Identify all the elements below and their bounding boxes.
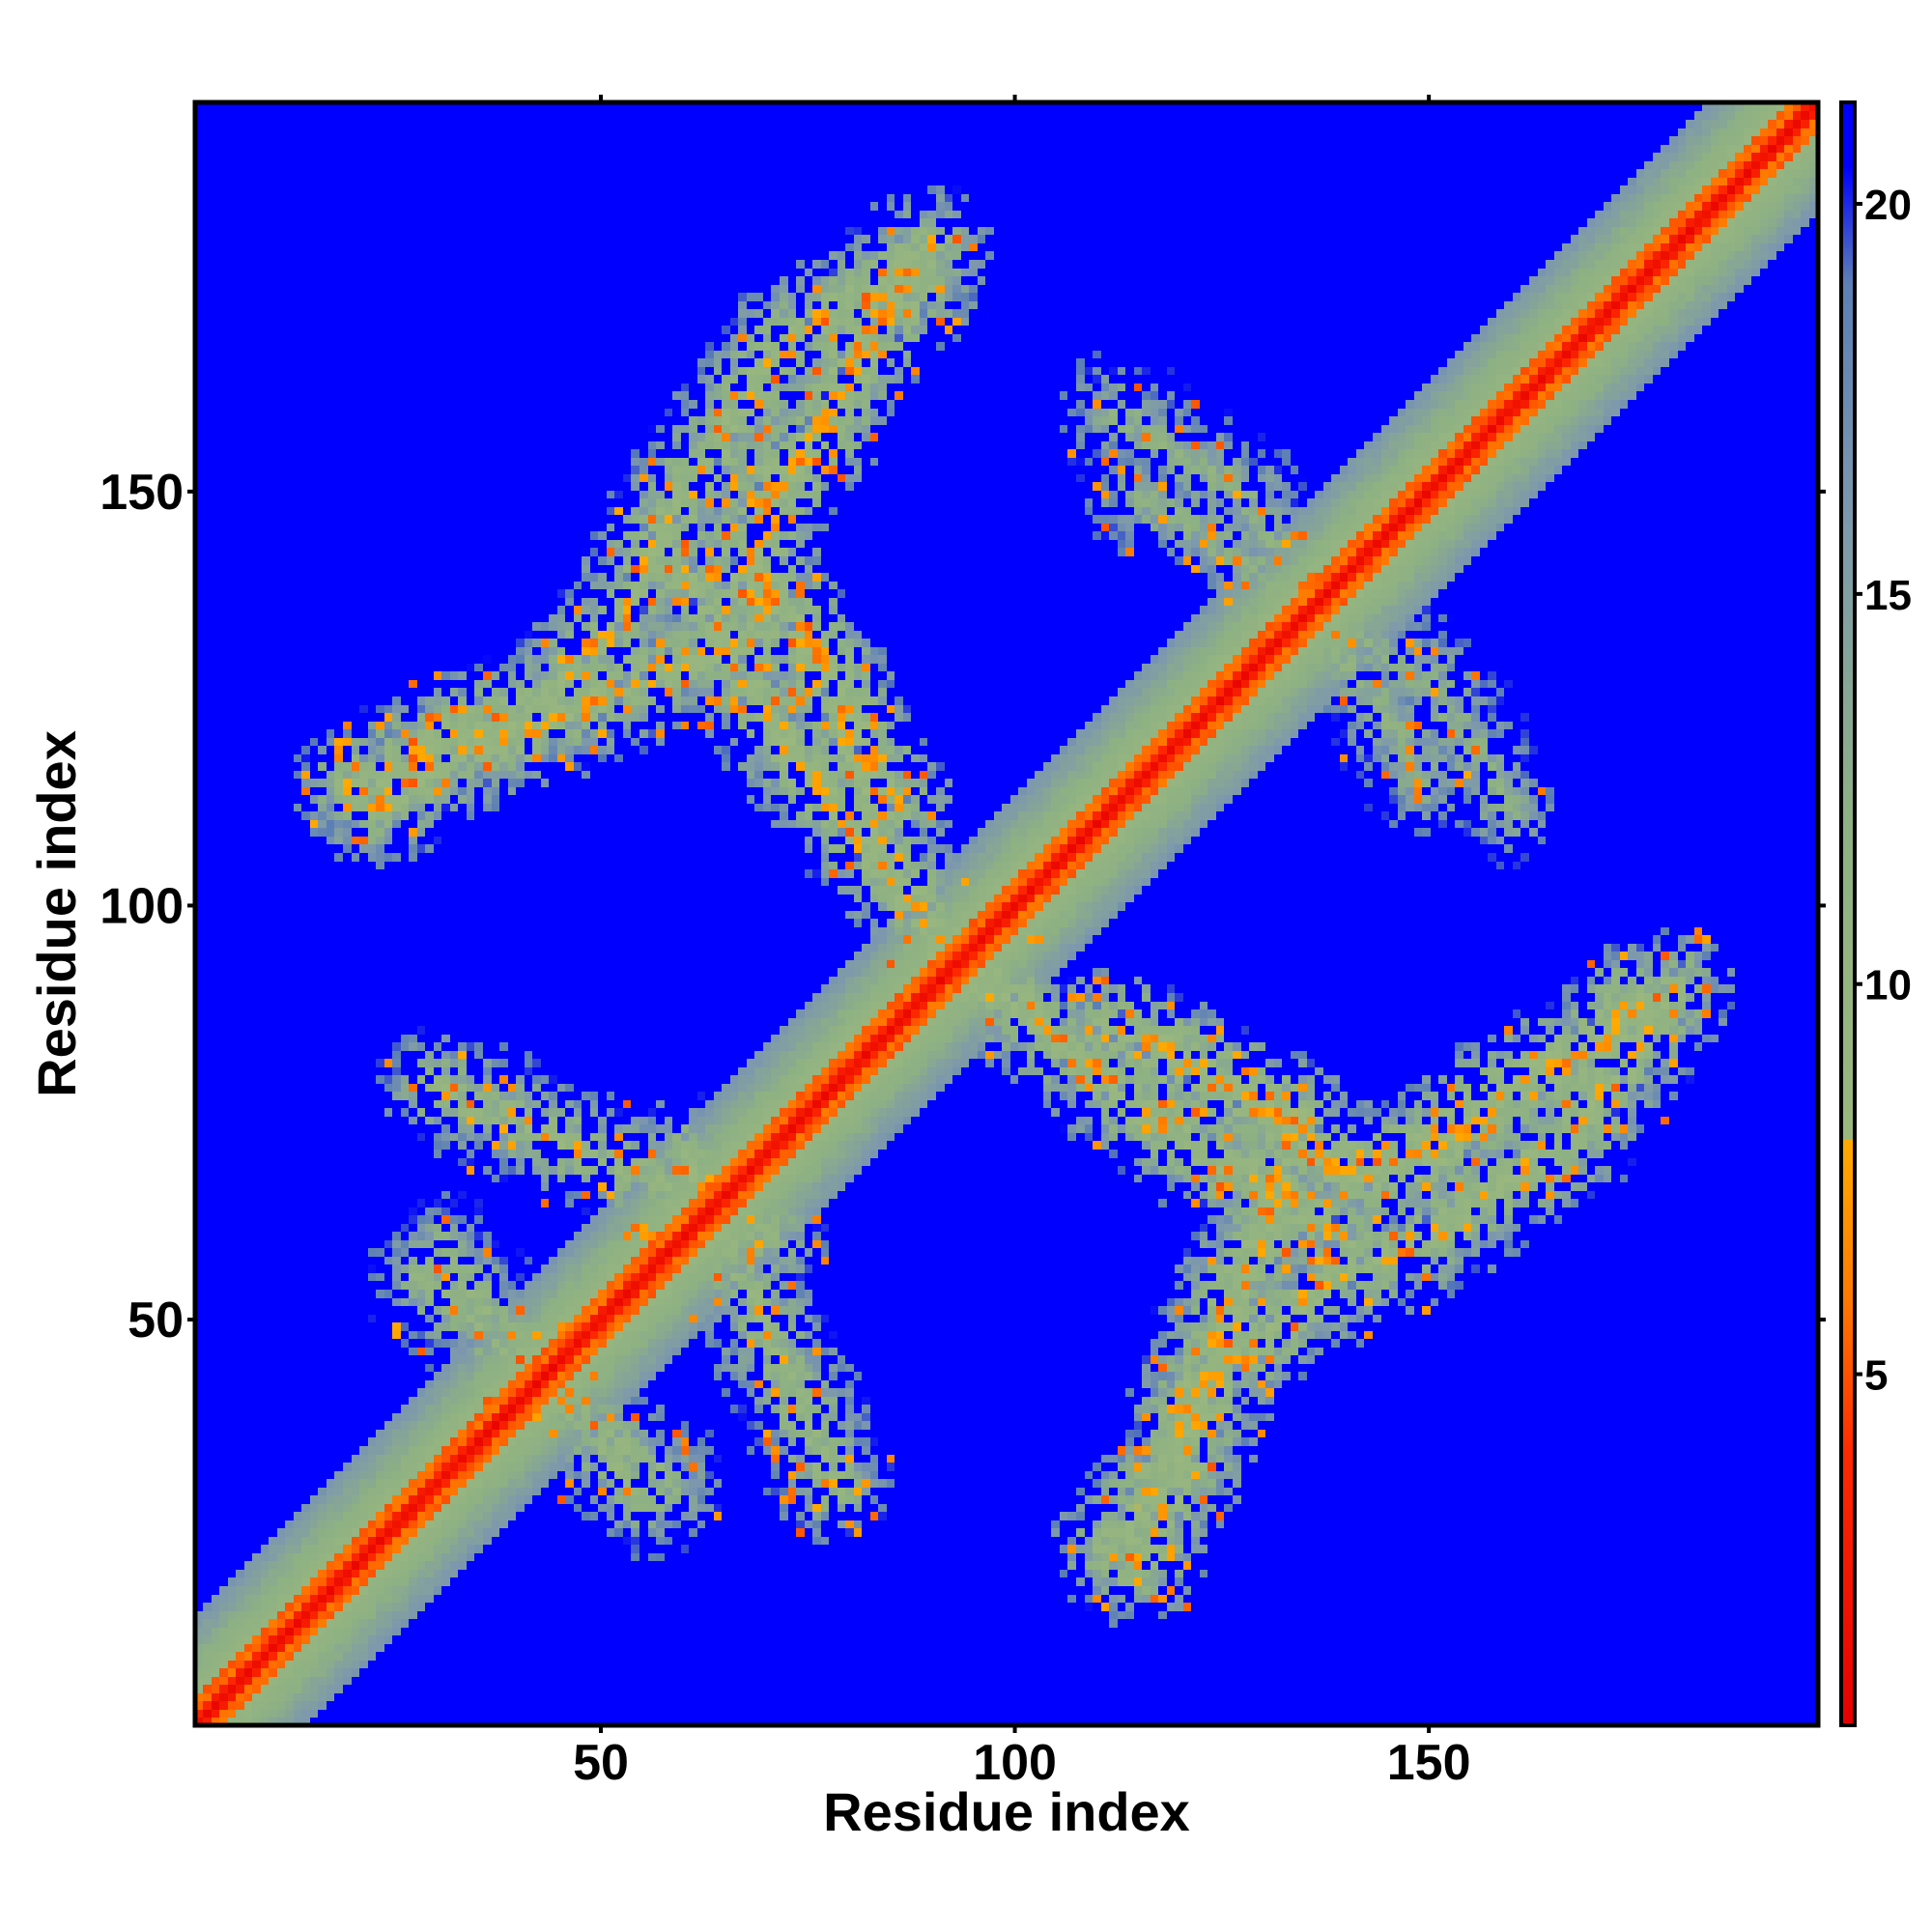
colorbar-holder: [1841, 102, 1855, 1725]
x-axis: 50 100 150: [573, 95, 1471, 1791]
x-axis-title: Residue index: [823, 1781, 1190, 1842]
colorbar-ticks: 5 10 15 20: [1855, 182, 1912, 1400]
colorbar-tick-label: 15: [1864, 572, 1912, 619]
plot-frame: [192, 99, 1821, 1728]
y-axis-title: Residue index: [26, 730, 87, 1097]
x-tick-label: 100: [973, 1735, 1057, 1791]
x-tick-label: 50: [573, 1735, 629, 1791]
colorbar-gradient: [1841, 102, 1855, 1725]
y-tick-label: 150: [99, 465, 184, 521]
colorbar-tick-label: 20: [1864, 182, 1912, 229]
y-tick-label: 50: [128, 1293, 184, 1349]
y-axis: 50 100 150: [99, 465, 1826, 1349]
y-tick-label: 100: [99, 878, 184, 934]
heatmap-canvas-holder: [195, 102, 1818, 1725]
colorbar: 5 10 15 20: [1839, 100, 1912, 1727]
colorbar-tick-label: 10: [1864, 962, 1912, 1009]
heatmap-cells: [195, 102, 1818, 1725]
x-tick-label: 150: [1387, 1735, 1471, 1791]
colorbar-tick-label: 5: [1864, 1352, 1888, 1400]
heatmap-plot-area: [192, 99, 1821, 1728]
colorbar-frame: [1839, 100, 1857, 1727]
